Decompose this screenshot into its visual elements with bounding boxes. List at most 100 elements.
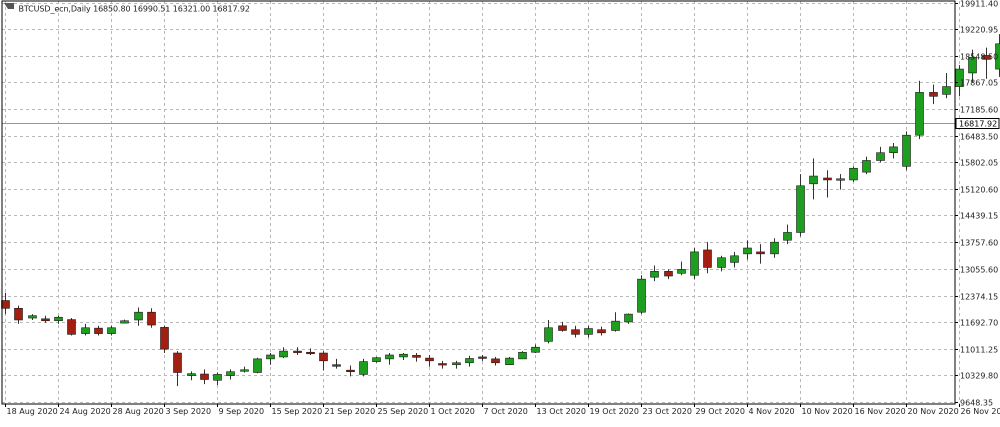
bull-candle [373, 357, 381, 363]
candle-body [718, 258, 726, 268]
candle-body [651, 271, 659, 277]
x-tick-label: 7 Oct 2020 [484, 407, 528, 416]
y-tick-label: 13757.60 [960, 239, 998, 248]
candle-body [413, 355, 421, 357]
bull-candle [837, 174, 845, 190]
bull-candle [731, 252, 739, 268]
bull-candle [691, 248, 699, 279]
bear-candle [320, 351, 328, 370]
candle-body [400, 354, 408, 357]
candle-body [916, 92, 924, 135]
candle-body [704, 250, 712, 268]
candle-body [479, 357, 487, 359]
candle-body [121, 321, 129, 323]
candle-body [943, 87, 951, 95]
candle-body [161, 327, 169, 349]
bull-candle [797, 174, 805, 236]
candle-body [837, 179, 845, 181]
bull-candle [678, 262, 686, 276]
y-tick-label: 17185.60 [960, 106, 998, 115]
candle-body [532, 347, 540, 352]
bear-candle [439, 361, 447, 369]
candle-body [585, 329, 593, 335]
bull-candle [241, 367, 249, 373]
candle-body [824, 178, 832, 180]
bull-candle [771, 238, 779, 257]
bull-candle [916, 81, 924, 139]
bear-candle [161, 326, 169, 353]
candle-body [95, 328, 103, 333]
bear-candle [426, 355, 434, 367]
candle-body [174, 353, 182, 372]
bull-candle [651, 266, 659, 282]
bull-candle [55, 316, 63, 324]
current-price-label: 16817.92 [959, 120, 997, 129]
bull-candle [254, 358, 262, 374]
bear-candle [665, 269, 673, 279]
bull-candle [545, 320, 553, 343]
candle-body [188, 374, 196, 376]
bull-candle [585, 326, 593, 338]
y-tick-label: 10329.80 [960, 372, 998, 381]
bull-candle [784, 225, 792, 244]
candle-body [757, 252, 765, 254]
ohlc-caption: 16850.80 16990.51 16321.00 16817.92 [93, 5, 250, 14]
bull-candle [386, 353, 394, 365]
x-tick-label: 21 Sep 2020 [325, 407, 376, 416]
bear-candle [294, 347, 302, 355]
x-tick-label: 10 Nov 2020 [802, 407, 853, 416]
bull-candle [108, 326, 116, 336]
candle-body [29, 316, 37, 318]
bull-candle [506, 357, 514, 365]
y-tick-label: 18548.50 [960, 53, 998, 62]
bear-candle [68, 318, 76, 336]
candle-body [2, 301, 10, 309]
bull-candle [744, 240, 752, 259]
candle-body [42, 319, 50, 321]
candle-body [731, 256, 739, 263]
candle-body [545, 328, 553, 342]
candles [2, 22, 1000, 386]
candle-body [877, 153, 885, 161]
y-tick-label: 19220.95 [960, 26, 998, 35]
candle-body [625, 314, 633, 322]
candle-body [506, 358, 514, 365]
candle-body [280, 351, 288, 357]
bull-candle [360, 359, 368, 377]
bull-candle [82, 324, 90, 336]
candle-body [691, 252, 699, 275]
candle-body [890, 147, 898, 153]
axes: 19911.4019220.9518548.5017867.0517185.60… [2, 0, 1000, 416]
candle-body [850, 168, 858, 180]
dropdown-arrow-icon[interactable] [4, 3, 14, 15]
candle-body [320, 353, 328, 361]
y-tick-label: 11011.25 [960, 346, 998, 355]
y-tick-label: 12374.15 [960, 293, 998, 302]
x-tick-label: 18 Aug 2020 [7, 407, 58, 416]
candle-body [678, 269, 686, 273]
x-tick-label: 3 Sep 2020 [166, 407, 212, 416]
bear-candle [492, 357, 500, 366]
symbol-caption: BTCUSD_ecn,Daily [18, 5, 90, 14]
bull-candle [519, 351, 527, 359]
x-tick-label: 20 Nov 2020 [908, 407, 959, 416]
candle-body [519, 352, 527, 359]
bear-candle [148, 308, 156, 327]
x-tick-label: 16 Nov 2020 [855, 407, 906, 416]
x-tick-label: 28 Aug 2020 [113, 407, 164, 416]
candle-body [347, 370, 355, 372]
candle-body [439, 364, 447, 366]
bull-candle [532, 344, 540, 353]
bull-candle [625, 313, 633, 324]
candle-body [267, 355, 275, 359]
bull-candle [188, 371, 196, 380]
bear-candle [2, 293, 10, 314]
candle-body [241, 370, 249, 372]
y-tick-label: 16483.50 [960, 133, 998, 142]
bull-candle [227, 369, 235, 379]
candle-body [426, 358, 434, 361]
candle-body [863, 160, 871, 172]
bear-candle [824, 170, 832, 197]
